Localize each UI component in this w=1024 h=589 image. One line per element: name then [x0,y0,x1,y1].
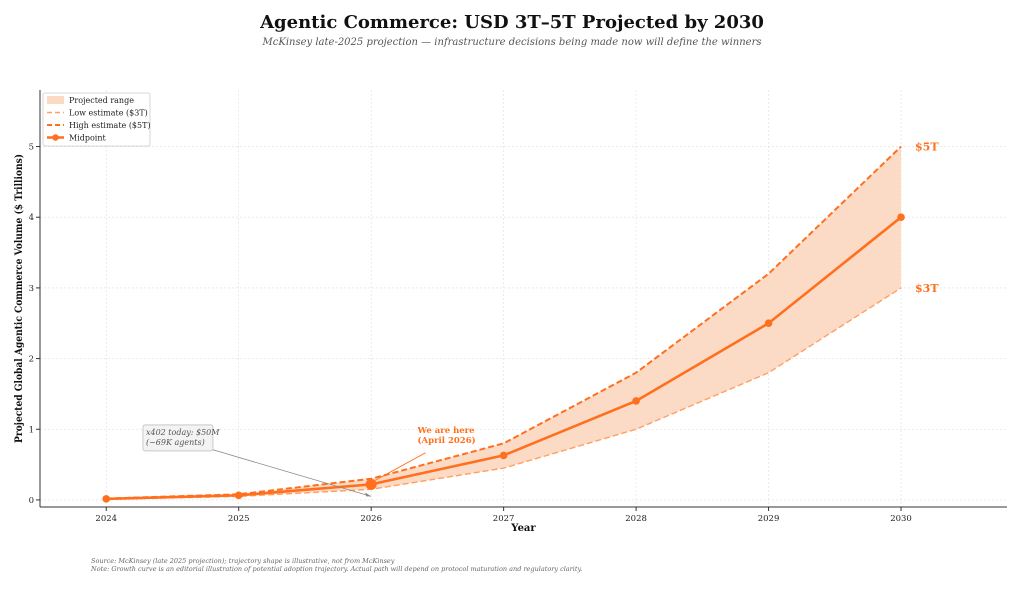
y-tick-label: 0 [29,496,34,506]
annotation-text-x402: (~69K agents) [146,438,205,447]
y-tick-label: 2 [29,355,34,365]
y-tick-label: 5 [29,143,34,153]
legend-frame [42,92,151,147]
x-axis-title: Year [510,523,536,534]
source-note: Source: McKinsey (late 2025 projection);… [91,557,395,565]
low-estimate-line [106,287,902,500]
annotation-text-here: (April 2026) [418,435,476,446]
x-tick-label: 2030 [890,514,912,524]
annotation-text-here: We are here [417,426,476,436]
legend-label: Low estimate ($3T) [69,109,148,118]
annotation-box [142,424,214,452]
midpoint-marker [632,397,640,405]
y-tick-label: 1 [29,425,34,435]
legend: Projected range Low estimate ($3T) High es… [42,92,151,147]
y-axis-title: Projected Global Agentic Commerce Volume… [14,154,25,443]
current-position-marker [365,478,377,490]
annotation-arrow [374,452,426,481]
x-tick-label: 2025 [228,514,250,524]
x-tick-label: 2024 [95,514,117,524]
x-tick-label: 2027 [493,514,515,524]
projected-range-band [106,146,902,500]
chart-subtitle: McKinsey late-2025 projection — infrastr… [262,37,762,48]
midpoint-marker [102,495,111,503]
y-tick-label: 3 [29,284,34,294]
midpoint-marker [897,213,905,222]
x-tick-label: 2026 [360,514,382,524]
legend-label: High estimate ($5T) [69,121,151,130]
x-tick-label: 2029 [758,514,780,524]
legend-label: Midpoint [69,134,107,143]
legend-label: Projected range [69,96,134,105]
methodology-note: Note: Growth curve is an editorial illus… [91,565,583,573]
end-value-label: $5T [915,141,939,154]
midpoint-marker [764,319,773,328]
end-value-label: $3T [915,282,939,295]
annotation-arrowhead [365,492,372,497]
annotation-arrow [209,448,372,497]
chart-title: Agentic Commerce: USD 3T–5T Projected by… [260,12,764,33]
y-tick-label: 4 [29,213,34,223]
annotation-text-x402: x402 today: $50M [146,428,220,437]
legend-swatch-band [47,96,64,104]
midpoint-marker [499,451,508,460]
x-tick-label: 2028 [625,514,647,524]
midpoint-marker [234,491,243,500]
legend-swatch-mid-marker [52,134,59,141]
